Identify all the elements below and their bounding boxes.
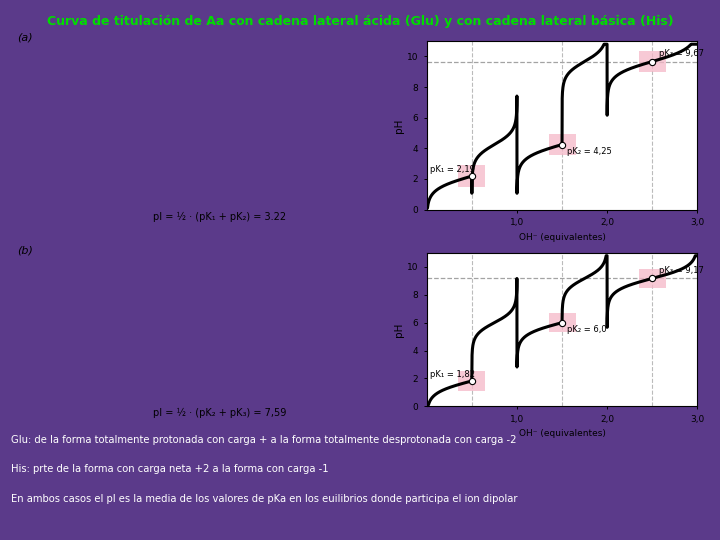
Text: pK₃ = 9,67: pK₃ = 9,67 <box>659 49 703 58</box>
X-axis label: OH⁻ (equivalentes): OH⁻ (equivalentes) <box>518 233 606 241</box>
Bar <box>639 51 666 72</box>
Text: Glu: de la forma totalmente protonada con carga + a la forma totalmente desproto: Glu: de la forma totalmente protonada co… <box>11 435 516 445</box>
X-axis label: OH⁻ (equivalentes): OH⁻ (equivalentes) <box>518 429 606 438</box>
Text: pK₁ = 1,82: pK₁ = 1,82 <box>431 370 475 379</box>
Bar <box>459 371 485 390</box>
Text: pK₁ = 2,19: pK₁ = 2,19 <box>431 165 475 174</box>
Text: En ambos casos el pI es la media de los valores de pKa en los euilibrios donde p: En ambos casos el pI es la media de los … <box>11 494 517 504</box>
Text: Curva de titulación de Aa con cadena lateral ácida (Glu) y con cadena lateral bá: Curva de titulación de Aa con cadena lat… <box>47 15 673 28</box>
Text: pK₂ = 6,0: pK₂ = 6,0 <box>567 325 606 334</box>
Text: pI = ½ · (pK₂ + pK₃) = 7,59: pI = ½ · (pK₂ + pK₃) = 7,59 <box>153 408 286 418</box>
Y-axis label: pH: pH <box>394 118 404 133</box>
Bar <box>549 313 575 333</box>
Text: pK₂ = 4,25: pK₂ = 4,25 <box>567 147 611 156</box>
Text: pI = ½ · (pK₁ + pK₂) = 3.22: pI = ½ · (pK₁ + pK₂) = 3.22 <box>153 212 286 222</box>
Text: (b): (b) <box>17 245 33 255</box>
Text: pK₃ = 9,17: pK₃ = 9,17 <box>659 266 703 275</box>
Bar <box>549 134 575 156</box>
Text: (a): (a) <box>17 33 32 43</box>
Text: His: prte de la forma con carga neta +2 a la forma con carga -1: His: prte de la forma con carga neta +2 … <box>11 464 328 475</box>
Bar <box>459 165 485 187</box>
Bar <box>639 269 666 288</box>
Y-axis label: pH: pH <box>394 322 404 337</box>
